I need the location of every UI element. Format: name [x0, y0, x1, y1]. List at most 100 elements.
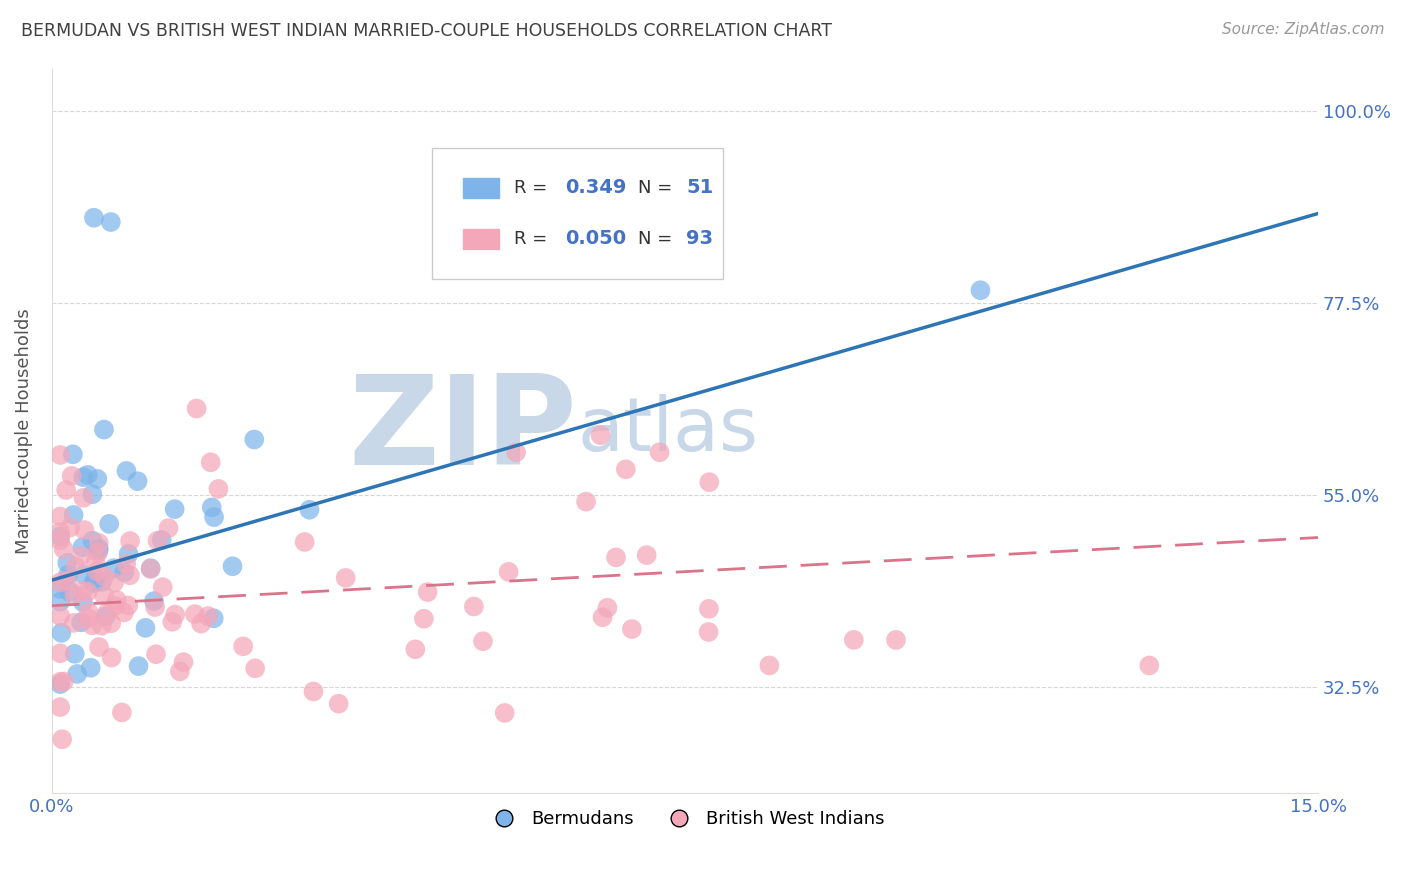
Point: [127, 474, 149, 488]
Point: [84, 571, 107, 585]
Point: [62, 508, 84, 522]
Point: [103, 575, 125, 590]
Point: [842, 632, 865, 647]
Point: [93, 423, 115, 437]
Point: [190, 616, 212, 631]
Point: [134, 621, 156, 635]
Point: [416, 585, 439, 599]
Point: [172, 655, 194, 669]
Point: [93, 569, 115, 583]
Text: 51: 51: [686, 178, 713, 197]
Point: [56, 567, 79, 582]
Point: [200, 455, 222, 469]
Point: [104, 599, 127, 613]
Point: [72, 470, 94, 484]
Point: [90, 618, 112, 632]
Point: [302, 684, 325, 698]
Point: [51, 625, 73, 640]
Point: [82, 487, 104, 501]
Point: [86, 546, 108, 560]
Point: [100, 616, 122, 631]
Y-axis label: Married-couple Households: Married-couple Households: [15, 308, 32, 554]
Point: [494, 706, 516, 720]
Point: [72, 595, 94, 609]
Point: [498, 565, 520, 579]
Point: [52, 674, 75, 689]
Point: [49, 524, 72, 539]
Point: [202, 510, 225, 524]
Point: [60, 468, 83, 483]
Point: [100, 215, 122, 229]
Point: [51, 732, 73, 747]
Point: [96, 606, 118, 620]
Point: [87, 536, 110, 550]
Point: [94, 609, 117, 624]
Text: R =: R =: [515, 230, 553, 248]
Point: [197, 609, 219, 624]
Point: [697, 625, 720, 640]
Point: [49, 677, 72, 691]
Point: [77, 611, 100, 625]
Point: [72, 491, 94, 505]
Point: [76, 467, 98, 482]
Text: BERMUDAN VS BRITISH WEST INDIAN MARRIED-COUPLE HOUSEHOLDS CORRELATION CHART: BERMUDAN VS BRITISH WEST INDIAN MARRIED-…: [21, 22, 832, 40]
Point: [49, 609, 72, 624]
Point: [72, 584, 94, 599]
Point: [648, 445, 671, 459]
Point: [294, 535, 316, 549]
Text: 93: 93: [686, 229, 713, 249]
Point: [145, 647, 167, 661]
Point: [49, 509, 72, 524]
Point: [76, 584, 98, 599]
Text: Source: ZipAtlas.com: Source: ZipAtlas.com: [1222, 22, 1385, 37]
Point: [93, 589, 115, 603]
Point: [49, 700, 72, 714]
Point: [157, 521, 180, 535]
Point: [86, 472, 108, 486]
Point: [66, 667, 89, 681]
Point: [72, 540, 94, 554]
Point: [80, 661, 103, 675]
FancyBboxPatch shape: [432, 148, 723, 278]
Point: [115, 464, 138, 478]
Point: [463, 599, 485, 614]
Point: [49, 595, 72, 609]
Point: [82, 618, 104, 632]
Legend: Bermudans, British West Indians: Bermudans, British West Indians: [478, 803, 891, 835]
Point: [143, 600, 166, 615]
Point: [412, 612, 434, 626]
Point: [139, 562, 162, 576]
Point: [636, 548, 658, 562]
Text: atlas: atlas: [578, 394, 758, 467]
Text: N =: N =: [638, 230, 678, 248]
Point: [112, 606, 135, 620]
Point: [49, 575, 72, 590]
Point: [335, 571, 357, 585]
Point: [758, 658, 780, 673]
Point: [221, 559, 243, 574]
Point: [118, 568, 141, 582]
Point: [63, 588, 86, 602]
Point: [505, 445, 527, 459]
Point: [87, 543, 110, 558]
Point: [58, 585, 80, 599]
Point: [152, 580, 174, 594]
Point: [86, 565, 108, 579]
Point: [115, 557, 138, 571]
Point: [184, 607, 207, 621]
Point: [298, 502, 321, 516]
Point: [596, 600, 619, 615]
Point: [243, 433, 266, 447]
Point: [120, 534, 142, 549]
Point: [84, 555, 107, 569]
Point: [143, 594, 166, 608]
Text: R =: R =: [515, 179, 553, 197]
Point: [105, 593, 128, 607]
Point: [162, 615, 184, 629]
Point: [49, 533, 72, 548]
Point: [63, 647, 86, 661]
Point: [73, 523, 96, 537]
Point: [82, 533, 104, 548]
Point: [83, 211, 105, 225]
Bar: [464, 178, 499, 198]
